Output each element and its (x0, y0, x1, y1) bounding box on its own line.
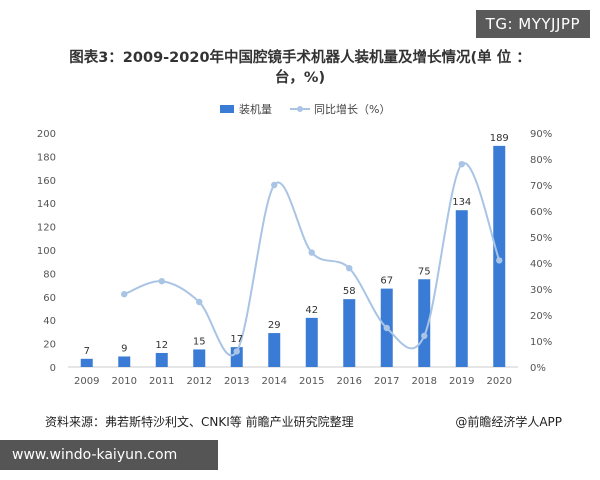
growth-point (458, 161, 465, 168)
y-left-tick-label: 180 (37, 152, 56, 163)
bar-value-label: 42 (305, 305, 318, 316)
growth-point (496, 257, 503, 264)
y-left-tick-label: 200 (37, 129, 56, 140)
bar (118, 356, 131, 367)
growth-point (196, 298, 203, 306)
bar (80, 358, 93, 367)
x-tick-label: 2011 (149, 376, 174, 387)
y-left-tick-label: 40 (43, 316, 56, 327)
x-tick-label: 2009 (74, 376, 99, 387)
bar-value-label: 134 (452, 197, 471, 208)
y-left-tick-label: 60 (43, 293, 56, 304)
y-left-tick-label: 20 (43, 340, 56, 351)
y-right-tick-label: 20% (530, 311, 552, 322)
y-left-tick-label: 100 (37, 246, 56, 257)
bar (418, 279, 431, 367)
url-watermark: www.windo-kaiyun.com (0, 440, 218, 470)
bar (305, 317, 318, 367)
bar-value-label: 7 (84, 346, 90, 357)
legend-label-bar: 装机量 (239, 102, 272, 116)
bar (343, 299, 356, 367)
bar (455, 210, 468, 367)
x-tick-label: 2019 (449, 376, 474, 387)
y-right-tick-label: 70% (530, 181, 552, 192)
y-left-tick-label: 0 (50, 363, 56, 374)
y-right-tick-label: 60% (530, 207, 552, 218)
x-tick-label: 2015 (299, 376, 324, 387)
y-left-tick-label: 80 (43, 269, 56, 280)
legend-marker-line (297, 106, 303, 112)
y-left-tick-label: 140 (37, 199, 56, 210)
y-right-tick-label: 30% (530, 285, 552, 296)
bar-value-label: 9 (121, 343, 127, 354)
legend-swatch-bar (220, 105, 234, 113)
x-tick-label: 2016 (337, 376, 362, 387)
growth-point (121, 291, 128, 298)
y-left-tick-label: 120 (37, 223, 56, 234)
growth-point (421, 332, 428, 339)
bar-value-label: 17 (230, 334, 243, 345)
bar-value-label: 75 (418, 266, 431, 277)
x-tick-label: 2014 (262, 376, 287, 387)
source-note: 资料来源：弗若斯特沙利文、CNKI等 前瞻产业研究院整理 (45, 415, 354, 429)
credit-note: @前瞻经济学人APP (455, 415, 562, 429)
y-right-tick-label: 10% (530, 337, 552, 348)
tag-badge: TG: MYYJJPP (475, 10, 590, 38)
y-right-tick-label: 0% (530, 363, 546, 374)
chart: 装机量 同比增长（%） 0 20 40 60 80 100 120 140 160 180 200 0% 1… (37, 102, 552, 387)
legend-label-line: 同比增长（%） (314, 102, 390, 116)
bar-value-label: 67 (380, 276, 393, 287)
chart-title: 图表3：2009-2020年中国腔镜手术机器人装机量及增长情况(单 位 ：台，%… (69, 50, 531, 86)
growth-point (308, 249, 315, 256)
y-right-tick-label: 40% (530, 259, 552, 270)
x-tick-label: 2020 (487, 376, 512, 387)
growth-point (383, 324, 390, 332)
y-left-tick-label: 160 (37, 176, 56, 187)
bar (493, 145, 506, 367)
x-tick-label: 2013 (224, 376, 249, 387)
bar (268, 333, 281, 367)
y-right-tick-label: 50% (530, 233, 552, 244)
y-right-tick-label: 90% (530, 129, 552, 140)
x-tick-label: 2010 (112, 376, 137, 387)
bar-value-label: 12 (155, 340, 168, 351)
bar (155, 352, 168, 367)
bar-value-label: 58 (343, 286, 356, 297)
y-right-tick-label: 80% (530, 155, 552, 166)
growth-point (271, 181, 278, 189)
x-tick-label: 2017 (374, 376, 399, 387)
bar-value-label: 29 (268, 320, 281, 331)
growth-point (346, 265, 353, 272)
growth-point (233, 348, 240, 355)
x-tick-label: 2012 (187, 376, 212, 387)
x-tick-label: 2018 (412, 376, 437, 387)
bar-value-label: 189 (490, 133, 509, 144)
growth-point (158, 278, 165, 285)
bar (193, 349, 206, 367)
bar-value-label: 15 (193, 336, 206, 347)
